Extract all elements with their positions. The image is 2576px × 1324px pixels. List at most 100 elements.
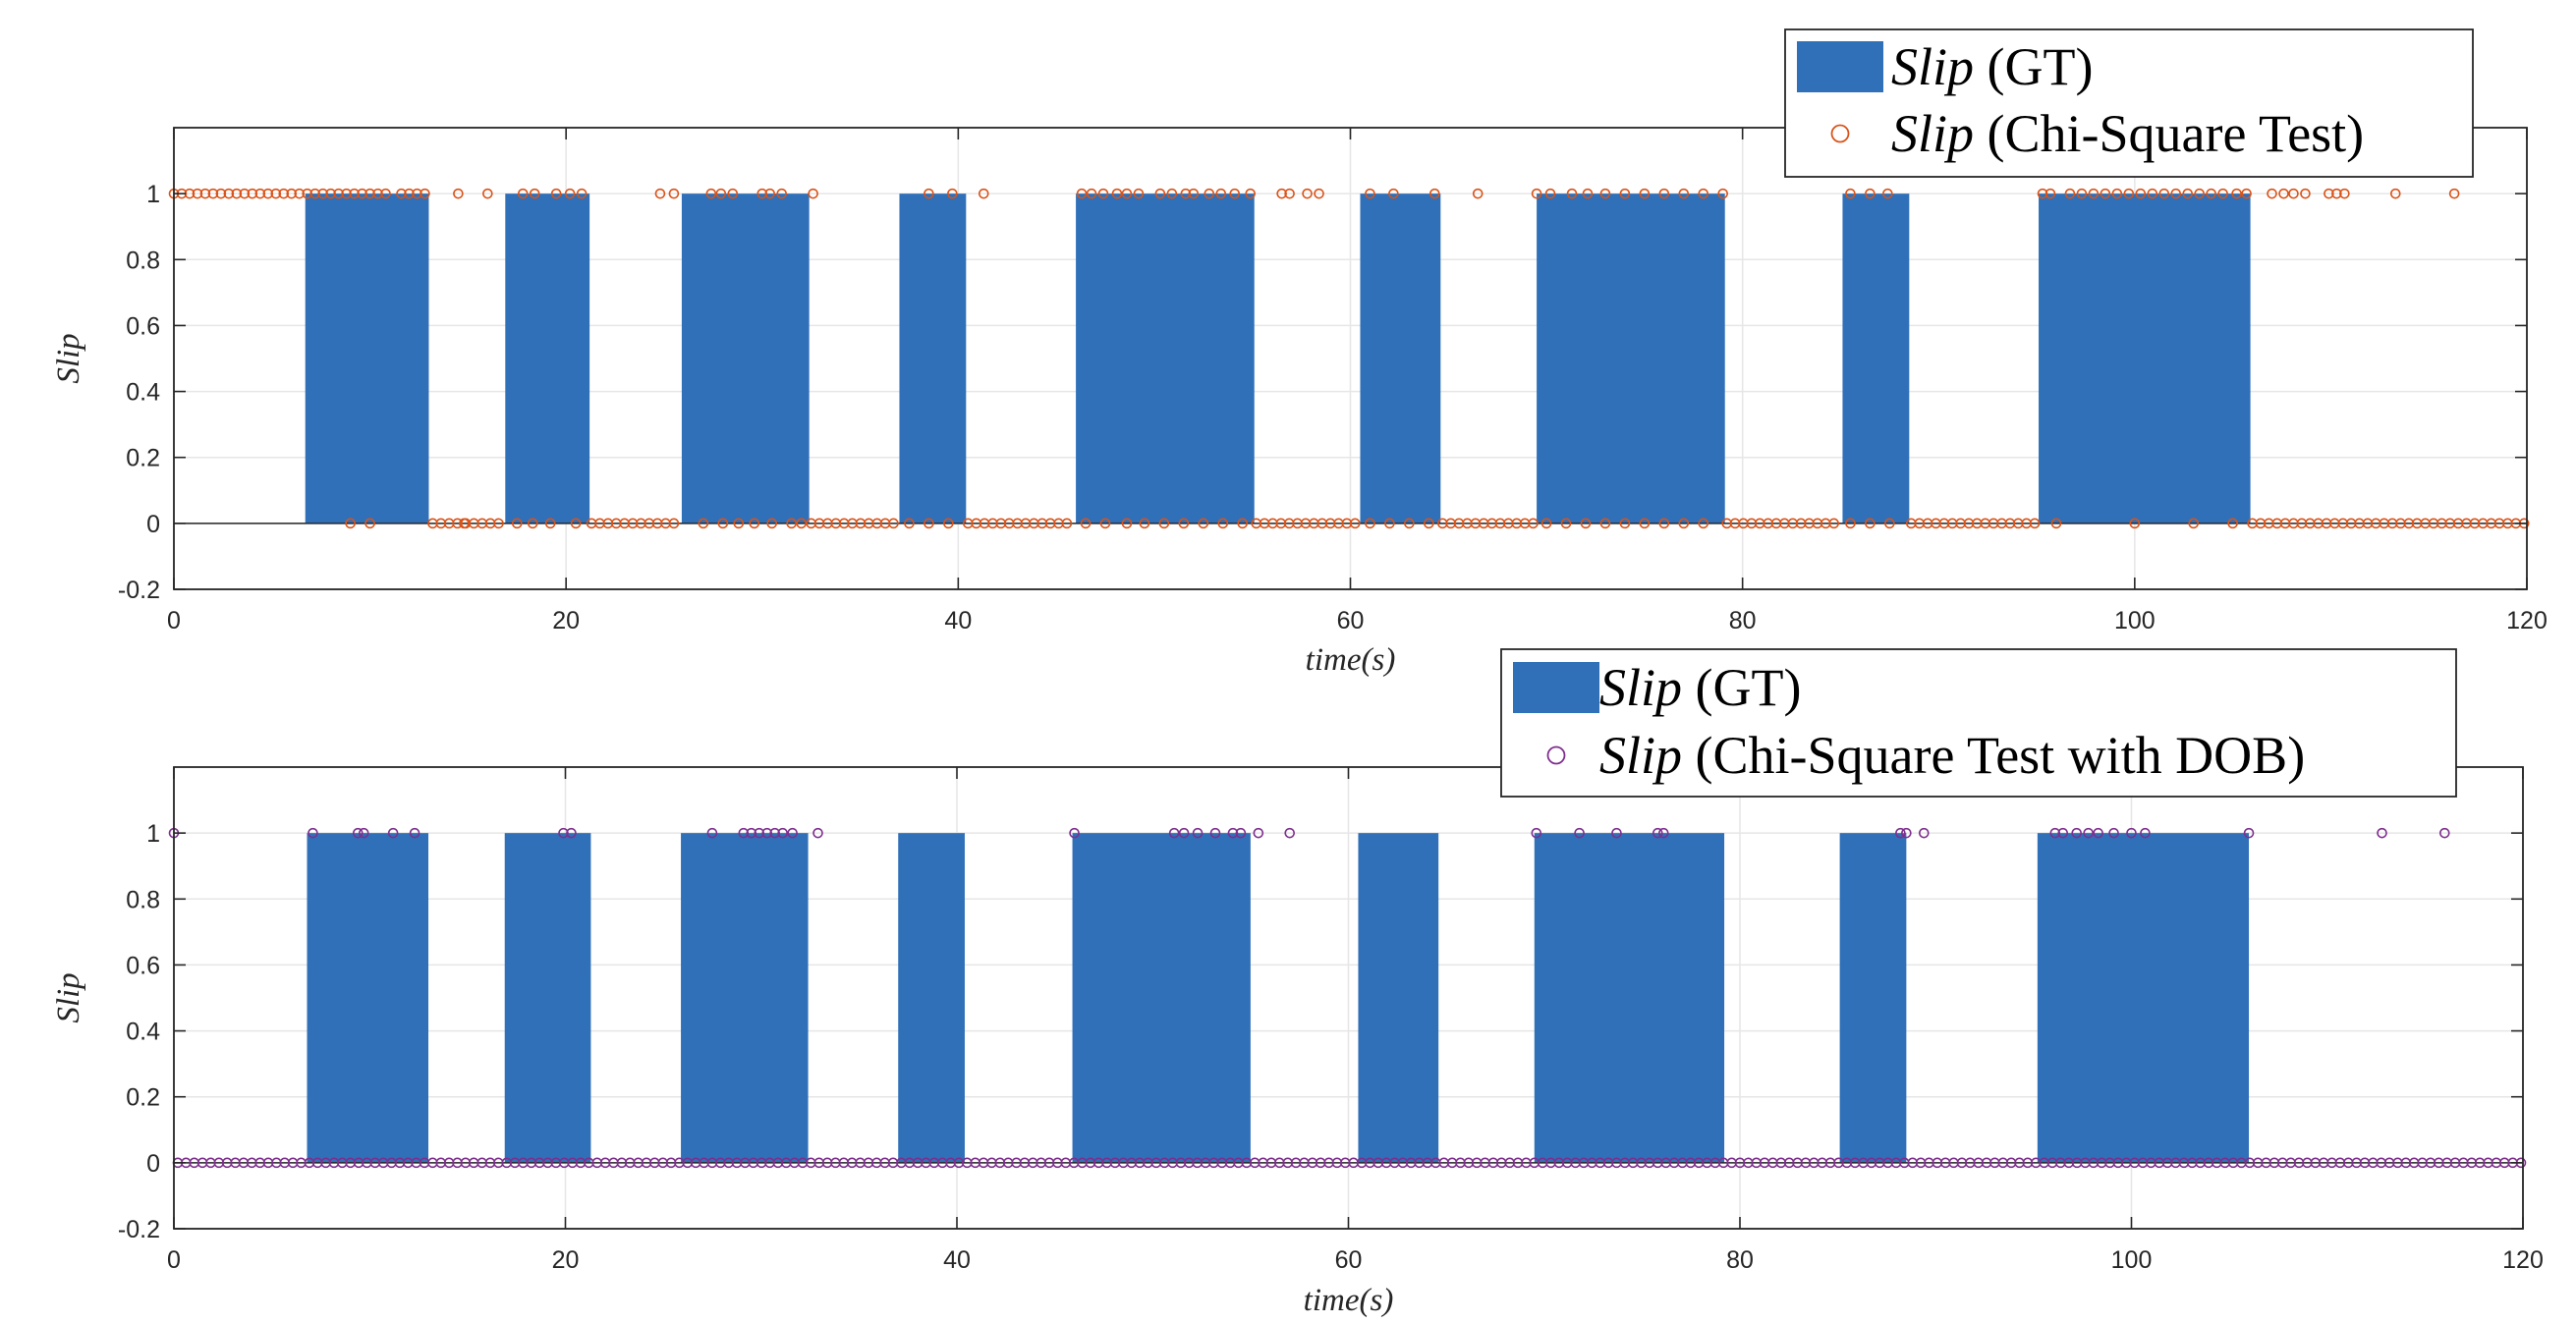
- detection-point: [749, 518, 760, 529]
- detection-point: [1865, 188, 1876, 199]
- detection-point: [1209, 827, 1221, 839]
- detection-point: [380, 188, 391, 199]
- y-axis-label: Slip: [51, 333, 86, 383]
- legend-box: [1784, 28, 2474, 178]
- detection-point: [364, 518, 375, 529]
- y-axis-label: Slip: [51, 972, 86, 1022]
- detection-point: [1580, 518, 1592, 529]
- y-tick-label: -0.2: [118, 577, 160, 604]
- detection-point: [2448, 188, 2460, 199]
- detection-point: [769, 827, 780, 839]
- detection-point: [349, 188, 360, 199]
- detection-point: [1918, 827, 1930, 839]
- legend-label-italic: Slip: [1599, 658, 1682, 717]
- legend-box: [1500, 648, 2457, 798]
- detection-point: [2267, 188, 2277, 199]
- x-tick-label: 80: [1729, 607, 1757, 634]
- y-tick-label: 0.8: [126, 886, 160, 913]
- x-tick-label: 100: [2114, 607, 2156, 634]
- detection-point: [1657, 827, 1669, 839]
- detection-point: [924, 188, 934, 199]
- gt-slip-bar: [2039, 193, 2251, 524]
- detection-point: [1531, 188, 1542, 199]
- detection-point: [1472, 188, 1484, 199]
- detection-point: [1139, 518, 1150, 529]
- detection-point: [904, 518, 915, 529]
- detection-point: [2123, 188, 2135, 199]
- detection-point: [325, 188, 336, 199]
- x-tick-label: 40: [943, 1246, 971, 1274]
- detection-point: [1121, 188, 1133, 199]
- y-tick-label: 1: [146, 820, 160, 848]
- detection-point: [796, 518, 807, 529]
- detection-point: [2108, 827, 2119, 839]
- legend-swatch-circle: [1546, 745, 1566, 765]
- detection-point: [2231, 188, 2242, 199]
- detection-point: [2243, 827, 2255, 839]
- legend-label-rest: (GT): [1974, 37, 2093, 96]
- detection-point: [1302, 188, 1313, 199]
- x-tick-label: 60: [1337, 607, 1365, 634]
- detection-point: [2147, 188, 2158, 199]
- gt-slip-bar: [505, 193, 590, 524]
- detection-point: [1388, 188, 1399, 199]
- detection-point: [2227, 518, 2238, 529]
- detection-point: [1611, 827, 1622, 839]
- detection-point: [2206, 188, 2216, 199]
- detection-point: [738, 827, 750, 839]
- detection-point: [1349, 518, 1361, 529]
- detection-point: [1284, 188, 1295, 199]
- detection-point: [493, 518, 504, 529]
- detection-point: [1531, 827, 1542, 839]
- detection-point: [1217, 518, 1229, 529]
- detection-point: [223, 188, 235, 199]
- detection-point: [1574, 827, 1585, 839]
- detection-point: [2182, 188, 2194, 199]
- detection-point: [1086, 188, 1097, 199]
- detection-point: [1229, 188, 1241, 199]
- gt-slip-bar: [1076, 193, 1255, 524]
- detection-point: [566, 827, 577, 839]
- detection-point: [1698, 518, 1709, 529]
- detection-point: [1901, 827, 1912, 839]
- detection-point: [2126, 827, 2137, 839]
- detection-point: [1198, 518, 1209, 529]
- gt-slip-bar: [305, 193, 429, 524]
- detection-point: [2170, 188, 2182, 199]
- detection-point: [1099, 518, 1111, 529]
- detection-point: [1061, 518, 1073, 529]
- detection-point: [1284, 827, 1296, 839]
- gt-slip-bar: [898, 833, 965, 1163]
- chart-panel-top: 0 20 40 60 80 100 120 -0.2 0 0.2 0.4 0.6 0.8 1 time(s)…: [51, 28, 2548, 678]
- detection-point: [544, 518, 556, 529]
- x-tick-label: 100: [2111, 1246, 2153, 1274]
- x-axis-label: time(s): [1306, 642, 1396, 678]
- gt-slip-bar: [1839, 833, 1907, 1163]
- detection-point: [766, 518, 778, 529]
- detection-point: [2093, 827, 2103, 839]
- detection-point: [705, 188, 717, 199]
- detection-point: [1204, 188, 1215, 199]
- detection-point: [2324, 188, 2334, 199]
- detection-point: [527, 518, 538, 529]
- detection-point: [2188, 518, 2200, 529]
- detection-point: [215, 188, 227, 199]
- detection-point: [2140, 827, 2151, 839]
- detection-point: [668, 518, 680, 529]
- legend-swatch-bar: [1513, 662, 1599, 713]
- detection-point: [294, 188, 306, 199]
- detection-point: [1560, 518, 1572, 529]
- detection-point: [308, 827, 318, 839]
- detection-point: [2331, 188, 2342, 199]
- detection-point: [2339, 188, 2350, 199]
- legend-label: Slip (Chi-Square Test): [1891, 104, 2364, 163]
- detection-point: [231, 188, 243, 199]
- detection-point: [2241, 188, 2252, 199]
- x-tick-label: 60: [1335, 1246, 1363, 1274]
- legend-swatch-bar: [1797, 41, 1883, 92]
- detection-point: [1884, 518, 1895, 529]
- x-tick-label: 20: [552, 607, 580, 634]
- detection-point: [2100, 188, 2111, 199]
- detection-point: [1235, 827, 1247, 839]
